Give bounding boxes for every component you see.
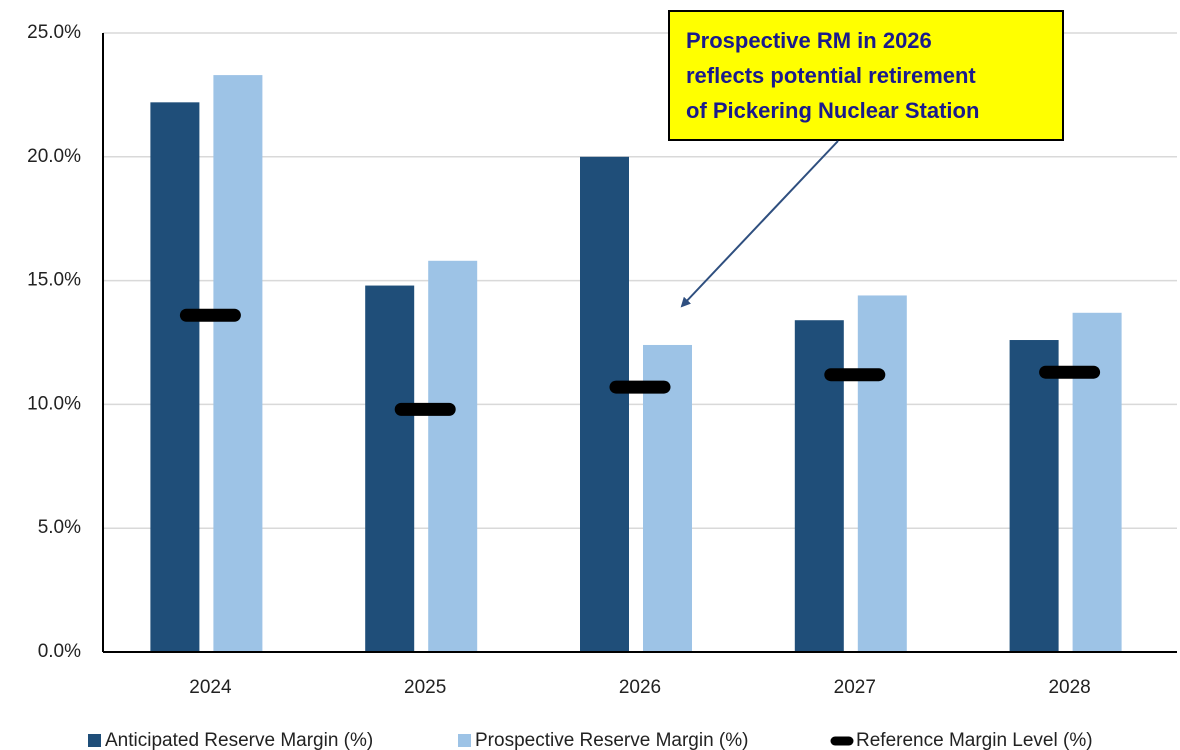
bar <box>580 156 629 653</box>
annotation-text: of Pickering Nuclear Station <box>686 98 979 123</box>
y-tick-label: 15.0% <box>27 270 81 291</box>
y-tick-label: 20.0% <box>27 146 81 167</box>
bar <box>428 260 478 652</box>
legend-label: Anticipated Reserve Margin (%) <box>105 730 373 750</box>
bar <box>1009 340 1059 652</box>
x-tick-label: 2027 <box>834 677 876 698</box>
x-tick-label: 2025 <box>404 677 446 698</box>
legend-swatch <box>458 734 471 747</box>
bar <box>150 102 200 652</box>
bar <box>1072 312 1122 652</box>
legend-label: Prospective Reserve Margin (%) <box>475 730 748 750</box>
annotation-text: Prospective RM in 2026 <box>686 28 932 53</box>
x-tick-label: 2028 <box>1048 677 1090 698</box>
bar <box>213 75 263 653</box>
annotation-arrow <box>680 140 839 308</box>
bar <box>643 344 692 652</box>
y-tick-label: 0.0% <box>38 641 81 662</box>
bar <box>365 285 415 652</box>
x-tick-label: 2026 <box>619 677 661 698</box>
annotation-text: reflects potential retirement <box>686 63 976 88</box>
legend-swatch <box>88 734 101 747</box>
y-tick-label: 10.0% <box>27 393 81 414</box>
legend-label: Reference Margin Level (%) <box>856 730 1093 750</box>
annotation-box <box>668 10 1064 141</box>
y-tick-label: 5.0% <box>38 517 81 538</box>
x-tick-label: 2024 <box>189 677 232 698</box>
y-tick-label: 25.0% <box>27 22 81 43</box>
bar <box>857 295 907 652</box>
